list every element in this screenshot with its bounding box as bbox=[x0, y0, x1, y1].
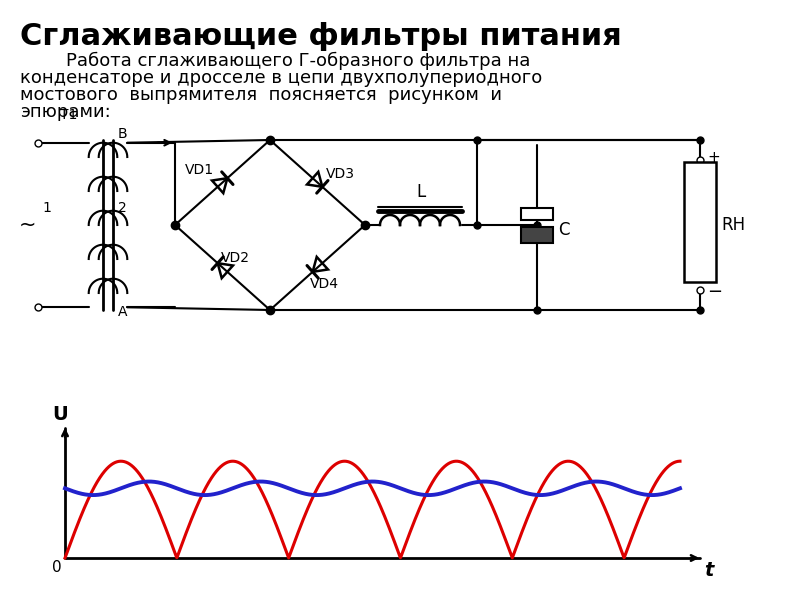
Text: мостового  выпрямителя  поясняется  рисунком  и: мостового выпрямителя поясняется рисунко… bbox=[20, 86, 502, 104]
Text: L: L bbox=[416, 183, 426, 201]
Text: −: − bbox=[707, 283, 722, 301]
Text: T1: T1 bbox=[60, 108, 78, 122]
Text: 2: 2 bbox=[118, 201, 126, 215]
Text: RН: RН bbox=[721, 216, 745, 234]
Text: Работа сглаживающего Г-образного фильтра на: Работа сглаживающего Г-образного фильтра… bbox=[20, 52, 530, 70]
Text: A: A bbox=[118, 305, 127, 319]
Text: ~: ~ bbox=[19, 215, 37, 235]
Text: эпюрами:: эпюрами: bbox=[20, 103, 110, 121]
Text: B: B bbox=[118, 127, 128, 141]
Text: VD4: VD4 bbox=[310, 277, 338, 290]
Text: Сглаживающие фильтры питания: Сглаживающие фильтры питания bbox=[20, 22, 622, 51]
Text: 0: 0 bbox=[52, 560, 62, 575]
Text: VD1: VD1 bbox=[185, 163, 214, 178]
Text: VD2: VD2 bbox=[221, 251, 250, 265]
Text: VD3: VD3 bbox=[326, 166, 354, 181]
Bar bbox=[521, 208, 553, 220]
Text: C: C bbox=[558, 221, 570, 239]
Bar bbox=[684, 162, 716, 282]
Text: конденсаторе и дросселе в цепи двухполупериодного: конденсаторе и дросселе в цепи двухполуп… bbox=[20, 69, 542, 87]
Bar bbox=[521, 227, 553, 243]
Text: U: U bbox=[52, 405, 68, 424]
Text: t: t bbox=[704, 561, 714, 580]
Text: +: + bbox=[707, 151, 720, 166]
Text: 1: 1 bbox=[42, 201, 51, 215]
